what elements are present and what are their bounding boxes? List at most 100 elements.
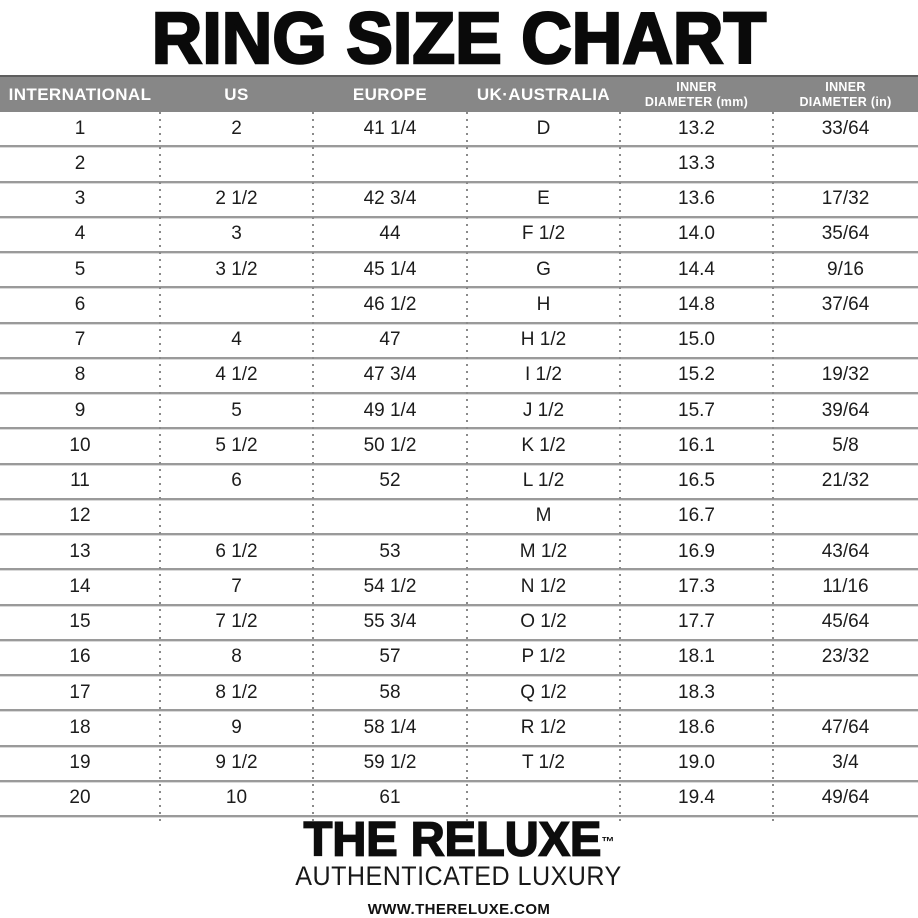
table-cell: 9	[231, 716, 242, 738]
brand-tagline: AUTHENTICATED LUXURY	[295, 861, 623, 891]
table-cell: 3	[231, 223, 242, 245]
table-row: 7 4 47 H 1/2 15.0	[0, 324, 918, 359]
table-row: 11 6 52 L 1/2 16.5 21/32	[0, 465, 918, 500]
table-cell: 16.5	[678, 470, 715, 492]
header-line-1: INNER	[825, 80, 866, 95]
table-cell: 18.6	[678, 716, 715, 738]
table-cell: 5 1/2	[215, 434, 258, 456]
table-row: 18 9 58 1/4 R 1/2 18.6 47/64	[0, 711, 918, 747]
table-cell: 11/16	[822, 575, 869, 597]
table-cell: 47 3/4	[363, 364, 417, 386]
table-cell: 4	[231, 329, 242, 351]
table-cell: J 1/2	[522, 399, 565, 421]
table-cell: 2	[231, 117, 242, 139]
table-cell: 2	[74, 152, 86, 174]
table-cell: T 1/2	[522, 752, 565, 774]
table-cell: 19	[69, 752, 91, 774]
table-cell: 20	[69, 787, 91, 809]
table-cell: 53	[379, 540, 401, 562]
table-cell: 47	[379, 329, 401, 351]
table-row: 15 7 1/2 55 3/4 O 1/2 17.7 45/64	[0, 606, 918, 641]
table-cell: 1	[74, 117, 86, 139]
table-cell: E	[537, 188, 550, 210]
table-row: 17 8 1/2 58 Q 1/2 18.3	[0, 676, 918, 712]
table-cell: 5	[74, 258, 86, 280]
table-cell: 10	[225, 787, 248, 809]
table-cell: I 1/2	[525, 364, 562, 386]
table-cell: 49/64	[821, 787, 870, 809]
table-row: 4 3 44 F 1/2 14.0 35/64	[0, 218, 918, 253]
tagline-line: AUTHENTICATED LUXURY	[0, 863, 918, 894]
header-line-2: DIAMETER (mm)	[644, 94, 749, 109]
table-cell: M 1/2	[519, 540, 568, 562]
table-cell: M	[535, 505, 552, 527]
table-cell: 17/32	[821, 188, 870, 210]
table-cell: 35/64	[821, 223, 870, 245]
table-row: 3 2 1/2 42 3/4 E 13.6 17/32	[0, 183, 918, 218]
table-cell: 7 1/2	[215, 611, 258, 633]
table-cell: 19.4	[678, 787, 715, 809]
table-cell: G	[536, 258, 551, 280]
table-cell: 16.9	[678, 540, 715, 562]
table-cell: 45/64	[821, 611, 870, 633]
table-cell: 15.2	[678, 364, 715, 386]
table-cell: 44	[379, 223, 401, 245]
title-section: RING SIZE CHART	[0, 0, 918, 75]
table-cell: 18	[69, 716, 91, 738]
table-cell: O 1/2	[520, 611, 567, 633]
table-cell: 8	[74, 364, 86, 386]
brand-logo: THE RELUXE	[303, 811, 602, 866]
table-cell: 17.7	[678, 611, 715, 633]
table-cell: 19.0	[678, 752, 715, 774]
table-cell: 15.7	[678, 399, 715, 421]
table-cell: D	[536, 117, 551, 139]
table-cell: H 1/2	[520, 329, 567, 351]
table-cell: K 1/2	[521, 434, 566, 456]
table-row: 2 13.3	[0, 147, 918, 183]
table-cell: 2 1/2	[215, 188, 258, 210]
table-cell: 23/32	[821, 646, 870, 668]
table-cell: 7	[74, 329, 86, 351]
website-url: WWW.THERELUXE.COM	[367, 901, 551, 918]
table-row: 1 2 41 1/4 D 13.2 33/64	[0, 112, 918, 148]
table-cell: 12	[69, 505, 91, 527]
table-cell: 11	[70, 470, 90, 492]
table-cell: 52	[379, 470, 401, 492]
table-cell: 58 1/4	[363, 716, 417, 738]
table-cell: 13.3	[678, 152, 715, 174]
table-cell: 19/32	[821, 364, 870, 386]
table-cell: 15.0	[678, 329, 715, 351]
table-cell: 5	[231, 399, 242, 421]
table-cell: 41 1/4	[363, 117, 417, 139]
table-cell: 4	[74, 223, 86, 245]
table-cell: 15	[69, 611, 91, 633]
table-cell: 59 1/2	[363, 752, 417, 774]
table-cell: 14.4	[678, 258, 715, 280]
table-cell: 18.1	[678, 646, 715, 668]
table-cell: 13	[69, 540, 91, 562]
table-cell: 5/8	[832, 434, 859, 456]
table-cell: 55 3/4	[363, 611, 417, 633]
table-row: 19 9 1/2 59 1/2 T 1/2 19.0 3/4	[0, 747, 918, 782]
table-cell: 8 1/2	[215, 681, 258, 703]
table-cell: Q 1/2	[520, 681, 567, 703]
table-row: 5 3 1/2 45 1/4 G 14.4 9/16	[0, 253, 918, 289]
table-cell: H	[536, 293, 551, 315]
table-cell: 18.3	[678, 681, 715, 703]
table-cell: 46 1/2	[363, 293, 417, 315]
table-cell: 16.1	[678, 434, 715, 456]
table-cell: 9 1/2	[215, 752, 258, 774]
table-cell: 13.2	[678, 117, 715, 139]
table-cell: 58	[379, 681, 401, 703]
table-body: 1 2 41 1/4 D 13.2 33/64 2 13.3 3 2 1/2 42 3/4 E 13.6…	[0, 112, 918, 821]
table-cell: 9	[74, 399, 86, 421]
table-cell: 57	[379, 646, 401, 668]
table-cell: 17.3	[678, 575, 715, 597]
column-header-uk-australia: UK·AUSTRALIA	[476, 84, 611, 104]
table-cell: 6 1/2	[215, 540, 258, 562]
table-cell: 6	[231, 470, 242, 492]
column-header-inner-diameter-mm: INNER DIAMETER (mm)	[620, 77, 773, 112]
table-cell: 10	[69, 434, 91, 456]
table-cell: 14	[69, 575, 91, 597]
